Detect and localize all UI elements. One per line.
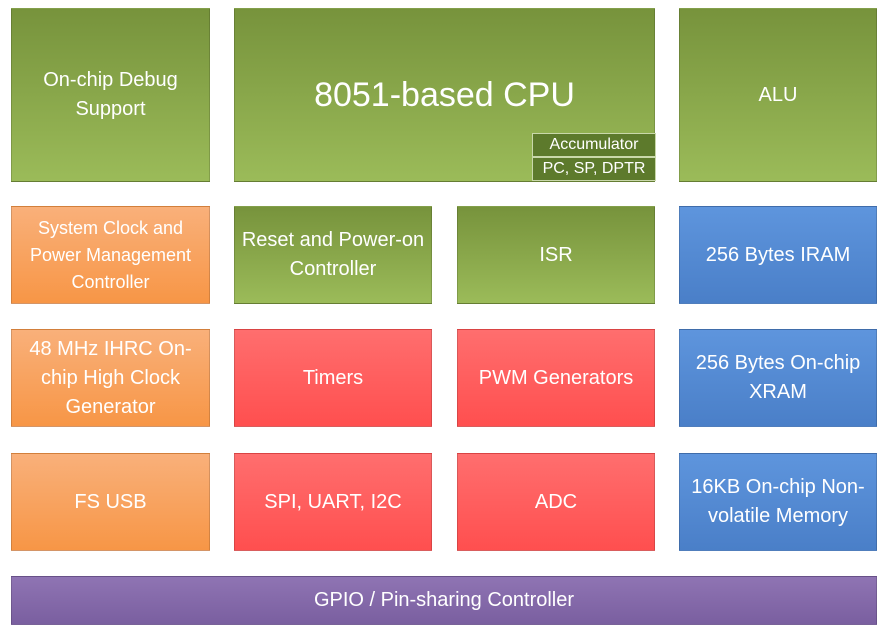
block: ISR [457,206,655,304]
block: System Clock and Power Management Contro… [11,206,210,304]
block: On-chip Debug Support [11,8,210,182]
block: GPIO / Pin-sharing Controller [11,576,877,625]
block: ALU [679,8,877,182]
block: SPI, UART, I2C [234,453,432,551]
block-label: ADC [534,490,578,513]
block: 48 MHz IHRC On-chip High Clock Generator [11,329,210,427]
block-label: SPI, UART, I2C [264,490,402,513]
block: 8051-based CPU Accumulator PC, SP, DPTR [234,8,656,182]
block-label: 48 MHz IHRC On-chip High Clock Generator [29,337,192,418]
register: Accumulator [532,133,656,157]
block-label: ALU [758,83,798,106]
block: Reset and Power-on Controller [234,206,432,304]
block: 256 Bytes IRAM [679,206,877,304]
block-label: 256 Bytes IRAM [705,243,851,266]
block-label: PWM Generators [478,366,634,389]
block-label: System Clock and Power Management Contro… [29,217,192,292]
block-label: 8051-based CPU [314,76,575,114]
block-label: On-chip Debug Support [43,69,178,120]
block-label: Reset and Power-on Controller [241,229,425,280]
register: PC, SP, DPTR [532,157,656,181]
block-label: FS USB [74,490,147,513]
block: FS USB [11,453,210,551]
block-label: ISR [539,243,573,266]
block-label: Timers [302,366,364,389]
block: 16KB On-chip Non-volatile Memory [679,453,877,551]
block-label: GPIO / Pin-sharing Controller [313,589,575,611]
block: PWM Generators [457,329,655,427]
block-label: 16KB On-chip Non-volatile Memory [691,476,865,527]
block: ADC [457,453,655,551]
block: Timers [234,329,432,427]
block-label: 256 Bytes On-chip XRAM [695,352,861,403]
block: 256 Bytes On-chip XRAM [679,329,877,427]
